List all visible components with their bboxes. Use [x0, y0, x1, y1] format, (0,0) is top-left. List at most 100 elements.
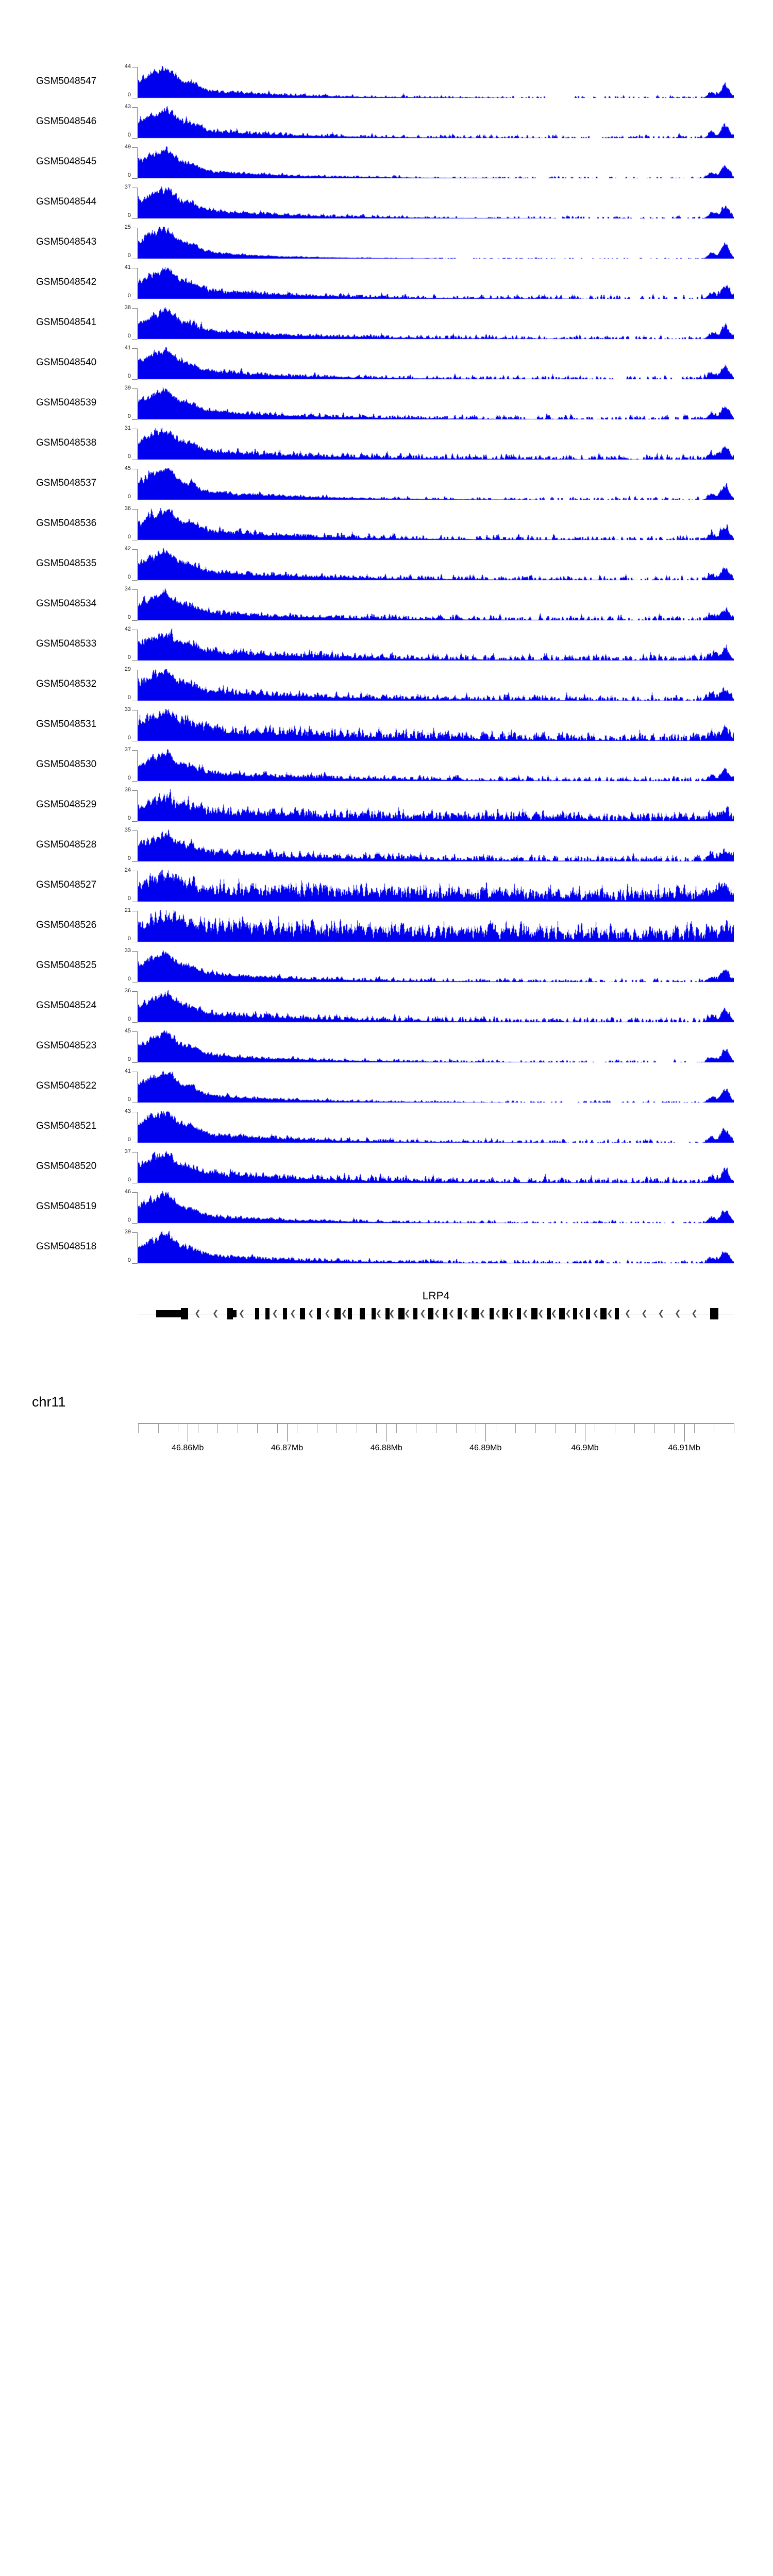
axis-minor-tick — [456, 1424, 457, 1433]
y-axis-min-label: 0 — [127, 132, 131, 138]
gene-exon — [502, 1308, 508, 1319]
gene-strand-arrow: ❮ — [675, 1309, 681, 1318]
axis-major-tick — [485, 1424, 486, 1442]
coverage-histogram — [138, 669, 734, 701]
track-label-GSM5048544: GSM5048544 — [36, 196, 97, 207]
y-axis-min-label: 0 — [127, 333, 131, 339]
y-axis-max-label: 41 — [124, 1068, 131, 1074]
coverage-track: GSM5048533 42 0 — [0, 626, 773, 669]
gene-strand-arrow: ❮ — [641, 1309, 648, 1318]
y-axis-line — [137, 1232, 138, 1263]
gene-name-label: LRP4 — [422, 1290, 450, 1302]
gene-strand-arrow: ❮ — [212, 1309, 219, 1318]
y-axis-line — [137, 268, 138, 299]
axis-major-tick — [684, 1424, 685, 1442]
gene-strand-arrow: ❮ — [375, 1309, 382, 1318]
y-axis-min-label: 0 — [127, 614, 131, 620]
track-label-GSM5048534: GSM5048534 — [36, 598, 97, 609]
y-axis-line — [137, 1072, 138, 1103]
gene-exon — [517, 1308, 522, 1319]
gene-strand-arrow: ❮ — [448, 1309, 455, 1318]
y-axis-max-label: 46 — [124, 1189, 131, 1195]
gene-strand-arrow: ❮ — [341, 1309, 348, 1318]
track-label-GSM5048540: GSM5048540 — [36, 357, 97, 368]
axis-tick-label: 46.87Mb — [271, 1444, 304, 1452]
coverage-plot-area — [138, 146, 734, 179]
y-axis-min-label: 0 — [127, 453, 131, 460]
axis-tick-label: 46.89Mb — [469, 1444, 502, 1452]
gene-strand-arrow: ❮ — [479, 1309, 486, 1318]
y-axis-bottom-tick — [132, 580, 138, 581]
axis-minor-tick — [654, 1424, 655, 1433]
coverage-histogram — [138, 428, 734, 460]
coverage-track: GSM5048520 37 0 — [0, 1148, 773, 1191]
y-axis-max-label: 43 — [124, 1108, 131, 1114]
y-axis-top-tick — [132, 147, 138, 148]
y-axis-top-tick — [132, 750, 138, 751]
y-axis-max-label: 45 — [124, 1028, 131, 1034]
track-label-GSM5048520: GSM5048520 — [36, 1161, 97, 1172]
axis-minor-tick — [396, 1424, 397, 1433]
chromosome-label: chr11 — [32, 1394, 66, 1410]
y-axis-top-tick — [132, 308, 138, 309]
gene-exon — [334, 1308, 341, 1319]
track-label-GSM5048522: GSM5048522 — [36, 1080, 97, 1091]
axis-minor-tick — [555, 1424, 556, 1433]
track-label-GSM5048530: GSM5048530 — [36, 759, 97, 770]
axis-major-tick — [287, 1424, 288, 1442]
coverage-plot-area — [138, 187, 734, 219]
y-axis-line — [137, 348, 138, 379]
y-axis-bottom-tick — [132, 138, 138, 139]
coverage-track: GSM5048544 37 0 — [0, 184, 773, 227]
y-axis-max-label: 33 — [124, 947, 131, 954]
coverage-plot-area — [138, 669, 734, 701]
axis-minor-tick — [138, 1424, 139, 1433]
gene-strand-arrow: ❮ — [272, 1309, 279, 1318]
y-axis-min-label: 0 — [127, 775, 131, 781]
coverage-histogram — [138, 227, 734, 259]
y-axis-max-label: 38 — [124, 304, 131, 311]
gene-exon — [265, 1308, 270, 1319]
coverage-track: GSM5048540 41 0 — [0, 345, 773, 387]
gene-strand-arrow: ❮ — [389, 1309, 395, 1318]
y-axis-max-label: 41 — [124, 345, 131, 351]
y-axis-bottom-tick — [132, 660, 138, 661]
coverage-plot-area — [138, 950, 734, 982]
y-axis-max-label: 36 — [124, 505, 131, 512]
y-axis-line — [137, 429, 138, 460]
gene-strand-arrow: ❮ — [624, 1309, 631, 1318]
y-axis-bottom-tick — [132, 1022, 138, 1023]
track-label-GSM5048542: GSM5048542 — [36, 277, 97, 287]
gene-exon — [457, 1308, 462, 1319]
y-axis-line — [137, 469, 138, 500]
y-axis-top-tick — [132, 991, 138, 992]
gene-strand-arrow: ❮ — [550, 1309, 558, 1318]
coverage-plot-area — [138, 106, 734, 139]
y-axis-max-label: 34 — [124, 586, 131, 592]
axis-minor-tick — [674, 1424, 675, 1433]
coverage-histogram — [138, 709, 734, 741]
coverage-track: GSM5048532 29 0 — [0, 666, 773, 709]
gene-strand-arrow: ❮ — [592, 1309, 599, 1318]
coverage-track: GSM5048531 33 0 — [0, 706, 773, 749]
y-axis-line — [137, 509, 138, 540]
coverage-histogram — [138, 1231, 734, 1264]
coverage-histogram — [138, 749, 734, 782]
gene-exon — [360, 1308, 365, 1319]
track-label-GSM5048524: GSM5048524 — [36, 1000, 97, 1011]
coverage-histogram — [138, 187, 734, 219]
axis-tick-label: 46.91Mb — [668, 1444, 700, 1452]
coverage-histogram — [138, 548, 734, 581]
y-axis-top-tick — [132, 951, 138, 952]
gene-strand-arrow: ❮ — [578, 1309, 585, 1318]
y-axis-line — [137, 1152, 138, 1183]
track-label-GSM5048539: GSM5048539 — [36, 397, 97, 408]
track-label-GSM5048545: GSM5048545 — [36, 156, 97, 167]
axis-minor-tick — [515, 1424, 516, 1433]
coverage-track: GSM5048543 25 0 — [0, 224, 773, 267]
y-axis-bottom-tick — [132, 218, 138, 219]
coverage-track: GSM5048519 46 0 — [0, 1189, 773, 1231]
coverage-plot-area — [138, 387, 734, 420]
gene-strand-arrow: ❮ — [494, 1309, 501, 1318]
